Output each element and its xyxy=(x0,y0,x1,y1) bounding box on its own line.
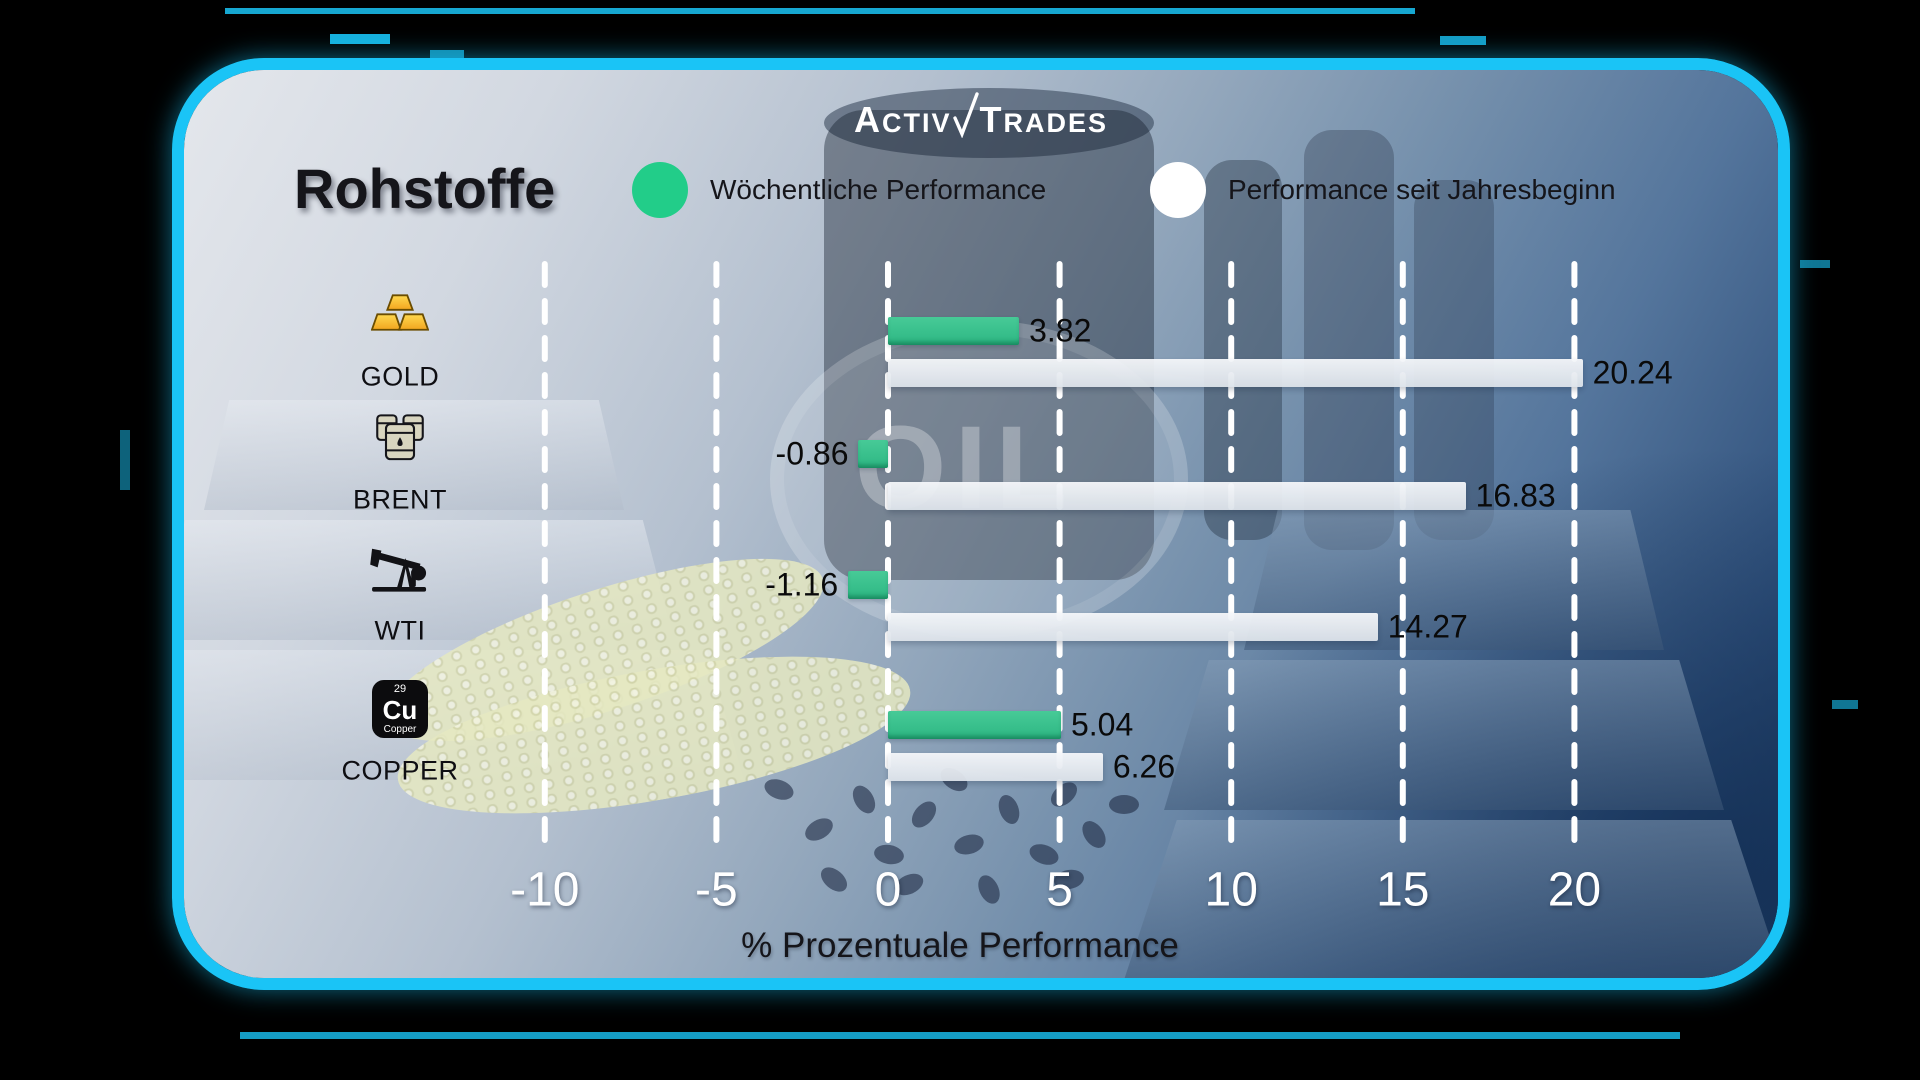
page-title: Rohstoffe xyxy=(294,157,556,220)
weekly-legend-dot xyxy=(632,162,688,218)
weekly-bar-wti xyxy=(848,571,888,599)
glitch-artifact xyxy=(120,430,130,490)
value-label: 6.26 xyxy=(1112,748,1176,785)
ytd-legend-dot xyxy=(1150,162,1206,218)
logo-text: RADES xyxy=(1003,108,1109,138)
ytd-bar-brent xyxy=(888,482,1466,510)
x-axis-tick: -5 xyxy=(695,863,738,917)
coffee-bean xyxy=(1109,795,1139,814)
coffee-bean xyxy=(816,862,852,897)
weekly-bar-copper xyxy=(888,711,1061,739)
category-label: BRENT xyxy=(352,484,448,515)
x-axis-tick: 15 xyxy=(1376,863,1430,917)
logo-text: T xyxy=(979,99,1004,140)
metal-ingot-photo xyxy=(1164,660,1724,810)
glitch-artifact xyxy=(1832,700,1858,709)
glitch-artifact xyxy=(240,1032,1680,1039)
coffee-bean xyxy=(974,871,1004,908)
legend-label: Performance seit Jahresbeginn xyxy=(1228,174,1616,205)
category-label: COPPER xyxy=(341,755,459,786)
value-label: -0.86 xyxy=(775,435,849,472)
metal-ingot-photo xyxy=(1124,820,1778,978)
value-label: 16.83 xyxy=(1475,477,1556,514)
value-label: 3.82 xyxy=(1029,312,1092,349)
x-axis-tick: 20 xyxy=(1547,863,1602,917)
background-collage: OIL xyxy=(184,70,1778,978)
ytd-bar-copper xyxy=(888,753,1103,781)
copper-name: Copper xyxy=(383,723,417,735)
metal-cylinder-photo xyxy=(1304,130,1394,550)
x-axis-tick: 0 xyxy=(874,863,902,917)
card: OIL ACTIV TRADES Rohstoffe Wöchentliche P… xyxy=(172,58,1790,990)
value-label: -1.16 xyxy=(765,566,839,603)
copper-symbol: Cu xyxy=(382,694,418,725)
x-axis-title: % Prozentuale Performance xyxy=(741,926,1179,965)
logo-check-icon xyxy=(952,92,979,139)
weekly-bar-brent xyxy=(858,440,888,468)
value-label: 20.24 xyxy=(1592,354,1673,391)
category-label: WTI xyxy=(374,615,426,646)
value-label: 5.04 xyxy=(1070,706,1134,743)
x-axis-tick: -10 xyxy=(510,863,580,917)
ytd-bar-gold xyxy=(888,359,1583,387)
x-axis-tick: 10 xyxy=(1204,863,1258,917)
oil-pumpjack-icon xyxy=(370,540,430,599)
oil-barrel-photo xyxy=(824,88,1154,158)
activtrades-logo: ACTIV TRADES xyxy=(184,92,1778,141)
copper-atomic-number: 29 xyxy=(393,682,407,695)
category-label: GOLD xyxy=(360,361,440,392)
legend-item-weekly: Wöchentliche Performance xyxy=(632,162,1046,218)
weekly-bar-gold xyxy=(888,317,1020,345)
ytd-bar-wti xyxy=(888,613,1378,641)
glitch-artifact xyxy=(1440,36,1486,45)
x-axis-tick: 5 xyxy=(1046,863,1073,917)
glitch-artifact xyxy=(225,8,1415,14)
gold-bars-icon xyxy=(370,290,430,341)
logo-text: A xyxy=(853,99,882,140)
logo-text: CTIV xyxy=(881,108,952,138)
copper-element-icon: 29 Cu Copper xyxy=(372,680,428,738)
glitch-artifact xyxy=(430,50,464,58)
metal-cylinder-photo xyxy=(1204,160,1282,540)
oil-barrels-icon xyxy=(372,408,428,469)
legend-label: Wöchentliche Performance xyxy=(710,174,1047,205)
value-label: 14.27 xyxy=(1387,608,1468,645)
glitch-artifact xyxy=(330,34,390,44)
glitch-artifact xyxy=(1800,260,1830,268)
legend-item-ytd: Performance seit Jahresbeginn xyxy=(1150,162,1616,218)
